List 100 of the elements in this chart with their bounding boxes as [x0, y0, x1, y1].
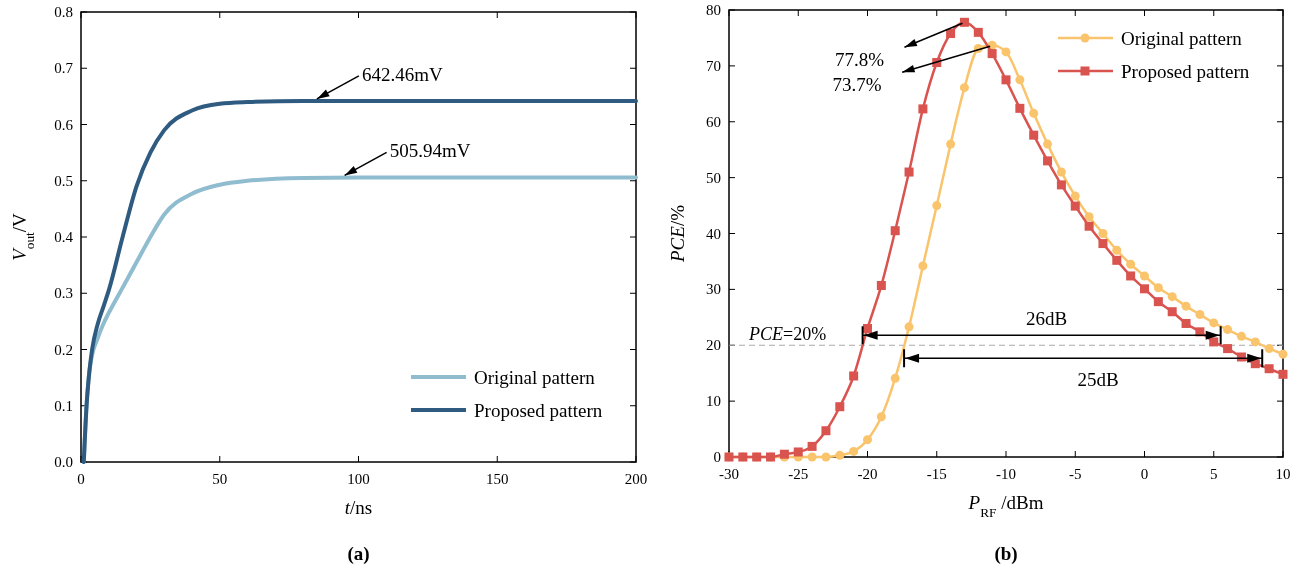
point [1264, 344, 1274, 354]
x-tick-label: -5 [1069, 466, 1082, 482]
x-tick-label: -10 [996, 466, 1016, 482]
point [959, 83, 969, 93]
point [1029, 130, 1039, 140]
annotation: 505.94mV [389, 140, 471, 162]
y-tick-label: 0.5 [54, 172, 73, 189]
point [1126, 271, 1136, 281]
annotation: 642.46mV [361, 63, 443, 85]
point [932, 201, 942, 211]
point [1223, 344, 1233, 354]
point [1167, 292, 1177, 302]
point [835, 402, 845, 412]
point [973, 27, 983, 37]
point [1015, 75, 1025, 85]
x-axis-title: P$_{RF}$ /dBm [967, 492, 1044, 520]
y-tick-label: 0.3 [54, 285, 73, 302]
point [1112, 255, 1122, 265]
point [1278, 349, 1288, 359]
y-tick-label: 60 [706, 113, 721, 130]
point [1043, 139, 1053, 149]
text: (a) [347, 543, 370, 565]
point [876, 280, 886, 290]
point [946, 28, 956, 38]
point [835, 450, 845, 460]
point [1223, 325, 1233, 335]
legend-label: Original pattern [474, 367, 596, 388]
point [1181, 301, 1191, 311]
point [904, 322, 914, 332]
point [849, 446, 859, 456]
y-axis-title: PCE/% [667, 204, 688, 263]
point [1112, 245, 1122, 255]
text: (b) [994, 543, 1018, 565]
point [959, 17, 969, 27]
y-tick-label: 0.2 [54, 341, 73, 358]
point [821, 452, 831, 462]
point [1001, 75, 1011, 85]
y-tick-label: 70 [706, 57, 721, 74]
annotation: 25dB [1077, 369, 1119, 391]
point [1126, 259, 1136, 269]
y-tick-label: 0.7 [54, 60, 74, 77]
point [1140, 284, 1149, 294]
point [1029, 108, 1039, 118]
point [1070, 201, 1080, 211]
point [1001, 47, 1011, 57]
y-tick-label: 0.6 [54, 116, 74, 133]
point [918, 261, 928, 271]
point [1153, 283, 1163, 293]
point [1209, 318, 1219, 328]
y-tick-label: 20 [706, 337, 721, 354]
y-tick-label: 10 [706, 393, 721, 410]
point [946, 139, 956, 149]
point [863, 435, 872, 445]
x-tick-label: -25 [788, 466, 809, 482]
point [1167, 307, 1177, 317]
point [1084, 221, 1094, 231]
point [1209, 337, 1219, 347]
x-tick-label: -30 [719, 466, 739, 482]
annotation: 26dB [1026, 308, 1068, 330]
y-tick-label: 0.4 [54, 229, 74, 245]
point [1181, 318, 1191, 328]
point [807, 441, 817, 451]
point [821, 426, 831, 436]
y-tick-label: 0 [713, 449, 721, 465]
point [1098, 239, 1108, 249]
point [1250, 337, 1260, 347]
point [1195, 310, 1205, 320]
y-tick-label: 80 [706, 2, 721, 18]
legend-label: Proposed pattern [474, 400, 603, 421]
y-tick-label: 30 [706, 281, 721, 298]
legend-label: Original pattern [1121, 28, 1243, 49]
x-tick-label: -15 [926, 466, 947, 482]
annotation: 73.7% [832, 74, 882, 96]
point [1070, 191, 1080, 201]
x-tick-label: 5 [1210, 466, 1218, 482]
point [849, 371, 859, 381]
y-tick-label: 0.0 [54, 454, 73, 470]
x-tick-label: 0 [77, 471, 85, 487]
y-tick-label: 0.8 [54, 4, 73, 20]
point [890, 226, 900, 236]
x-tick-label: 10 [1275, 466, 1291, 482]
point [987, 49, 997, 59]
point [1278, 369, 1288, 379]
x-tick-label: 150 [486, 471, 509, 487]
legend-label: Proposed pattern [1121, 61, 1250, 82]
point [890, 373, 900, 383]
annotation: 77.8% [834, 49, 885, 71]
y-tick-label: 50 [706, 169, 721, 186]
point [1015, 103, 1025, 113]
point [1084, 212, 1094, 222]
x-tick-label: 200 [624, 471, 648, 487]
x-tick-label: 0 [1140, 466, 1149, 482]
x-axis-title: t/ns [344, 497, 373, 518]
point [807, 452, 817, 462]
point [876, 412, 886, 422]
point [918, 104, 928, 114]
line-series [81, 98, 638, 464]
point [1153, 297, 1163, 307]
point [904, 167, 914, 177]
x-tick-label: 50 [212, 471, 228, 487]
